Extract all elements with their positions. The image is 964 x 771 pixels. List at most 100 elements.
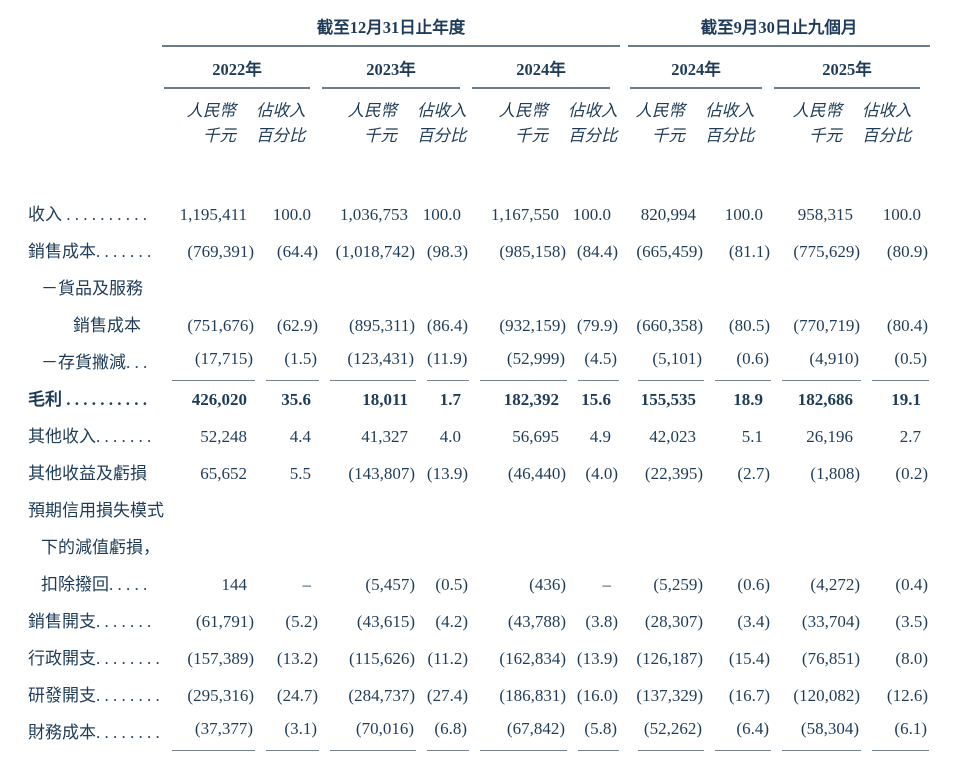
cell-value: (1,018,742) (335, 242, 415, 261)
table-row: －存貨撇減. . . (17,715) (1.5) (123,431) (11.9) (5… (0, 344, 930, 381)
column-gap (620, 89, 628, 123)
subheader-row-1: 人民幣 佔收入 人民幣 佔收入 人民幣 佔收入 人民幣 佔收入 人民幣 佔收入 (0, 89, 930, 123)
cell-value: (895,311) (349, 316, 415, 335)
cell-pct-2024-row0: 100.0 (568, 196, 620, 233)
cell-value: (79.9) (576, 316, 618, 335)
cell-pct-9m-2024-row11: (6.4) (705, 714, 772, 751)
cell-amount-2023-row8: (43,615) (320, 603, 417, 640)
cell-value: 5.5 (289, 464, 311, 483)
cell-amount-2023-row9: (115,626) (320, 640, 417, 677)
cell-amount-2024-row9: (162,834) (470, 640, 568, 677)
financial-statements-table: 截至12月31日止年度 截至9月30日止九個月 2022年 2023年 2024… (0, 14, 930, 751)
cell-value: (22,395) (644, 464, 703, 483)
subheader-rmb: 人民幣 (347, 101, 398, 120)
cell-pct-2024-row7: – (568, 492, 620, 603)
cell-pct-2022-row11: (3.1) (256, 714, 320, 751)
cell-pct-2022-row6: 5.5 (256, 455, 320, 492)
cell-value: 1,036,753 (340, 205, 408, 224)
cell-value: (932,159) (499, 316, 566, 335)
cell-amount-9m-2024-row3: (5,101) (628, 344, 705, 381)
cell-value: (0.5) (872, 344, 929, 381)
period-header-nine-months: 截至9月30日止九個月 (628, 14, 930, 47)
cell-value: (770,719) (793, 316, 860, 335)
cell-pct-9m-2024-row0: 100.0 (705, 196, 772, 233)
cell-value: 182,392 (503, 390, 559, 409)
cell-pct-2022-row2: (62.9) (256, 270, 320, 344)
column-gap (620, 455, 628, 492)
cell-value: (436) (529, 575, 566, 594)
cell-amount-2022-row5: 52,248 (162, 418, 256, 455)
column-gap (620, 344, 628, 381)
cell-pct-2023-row6: (13.9) (417, 455, 470, 492)
cell-pct-2022-row3: (1.5) (256, 344, 320, 381)
row-label: －存貨撇減. . . (0, 344, 162, 381)
row-label-line: 財務成本. . . . . . . . (28, 723, 160, 742)
cell-value: (76,851) (801, 649, 860, 668)
cell-pct-9m-2025-row4: 19.1 (862, 381, 930, 418)
cell-pct-9m-2024-row7: (0.6) (705, 492, 772, 603)
header-spacer (0, 123, 162, 148)
cell-value: (0.6) (737, 575, 770, 594)
header-spacer (0, 46, 162, 89)
table-row: 行政開支. . . . . . . . (157,389) (13.2) (115,6… (0, 640, 930, 677)
cell-value: (1.5) (266, 344, 319, 381)
cell-value: (17,715) (172, 344, 255, 381)
cell-amount-2023-row7: (5,457) (320, 492, 417, 603)
row-label: 研發開支. . . . . . . . (0, 677, 162, 714)
row-label-line: 銷售成本 (73, 316, 141, 335)
row-label-line: 預期信用損失模式 (28, 501, 164, 520)
cell-pct-2024-row2: (79.9) (568, 270, 620, 344)
column-gap (620, 14, 628, 46)
cell-pct-9m-2024-row2: (80.5) (705, 270, 772, 344)
cell-amount-2022-row3: (17,715) (162, 344, 256, 381)
cell-value: (6.1) (872, 714, 929, 751)
cell-value: (115,626) (349, 649, 415, 668)
cell-value: (13.9) (426, 464, 468, 483)
cell-pct-9m-2025-row11: (6.1) (862, 714, 930, 751)
subheader-rmb: 人民幣 (635, 101, 686, 120)
header-spacer (0, 89, 162, 123)
cell-pct-2022-row10: (24.7) (256, 677, 320, 714)
cell-amount-9m-2025-row7: (4,272) (772, 492, 862, 603)
cell-pct-9m-2025-row6: (0.2) (862, 455, 930, 492)
cell-value: 182,686 (797, 390, 853, 409)
cell-value: (86.4) (426, 316, 468, 335)
cell-value: (70,016) (330, 714, 416, 751)
cell-pct-9m-2024-row9: (15.4) (705, 640, 772, 677)
cell-value: 18,011 (362, 390, 408, 409)
cell-value: (4,910) (782, 344, 861, 381)
cell-amount-2023-row2: (895,311) (320, 270, 417, 344)
spacer-cell (0, 148, 930, 196)
cell-pct-9m-2024-row6: (2.7) (705, 455, 772, 492)
cell-value: 26,196 (806, 427, 853, 446)
cell-amount-9m-2024-row11: (52,262) (628, 714, 705, 751)
cell-pct-2023-row8: (4.2) (417, 603, 470, 640)
cell-value: 35.6 (281, 390, 311, 409)
cell-value: (5,457) (365, 575, 415, 594)
cell-value: 4.0 (439, 427, 461, 446)
cell-pct-9m-2024-row4: 18.9 (705, 381, 772, 418)
cell-pct-2024-row3: (4.5) (568, 344, 620, 381)
subheader-percentage: 百分比 (256, 126, 306, 145)
cell-amount-2022-row0: 1,195,411 (162, 196, 256, 233)
subheader-thousand: 千元 (364, 126, 397, 145)
cell-value: (11.9) (427, 344, 469, 381)
column-gap (620, 640, 628, 677)
column-gap (620, 714, 628, 751)
table-row: 財務成本. . . . . . . . (37,377) (3.1) (70,016)… (0, 714, 930, 751)
cell-value: (43,615) (356, 612, 415, 631)
cell-amount-2023-row1: (1,018,742) (320, 233, 417, 270)
cell-pct-2023-row5: 4.0 (417, 418, 470, 455)
table-row: 研發開支. . . . . . . . (295,316) (24.7) (284,7… (0, 677, 930, 714)
cell-value: (6.8) (427, 714, 469, 751)
cell-value: (16.0) (576, 686, 618, 705)
row-label-line: 扣除撥回. . . . . (41, 575, 148, 594)
cell-value: (52,262) (638, 714, 704, 751)
row-label-line: 其他收益及虧損 (28, 464, 147, 483)
cell-value: (5.8) (578, 714, 619, 751)
period-header-row: 截至12月31日止年度 截至9月30日止九個月 (0, 14, 930, 47)
cell-value: 65,652 (200, 464, 247, 483)
cell-value: (43,788) (507, 612, 566, 631)
cell-value: (137,329) (636, 686, 703, 705)
cell-pct-2024-row11: (5.8) (568, 714, 620, 751)
